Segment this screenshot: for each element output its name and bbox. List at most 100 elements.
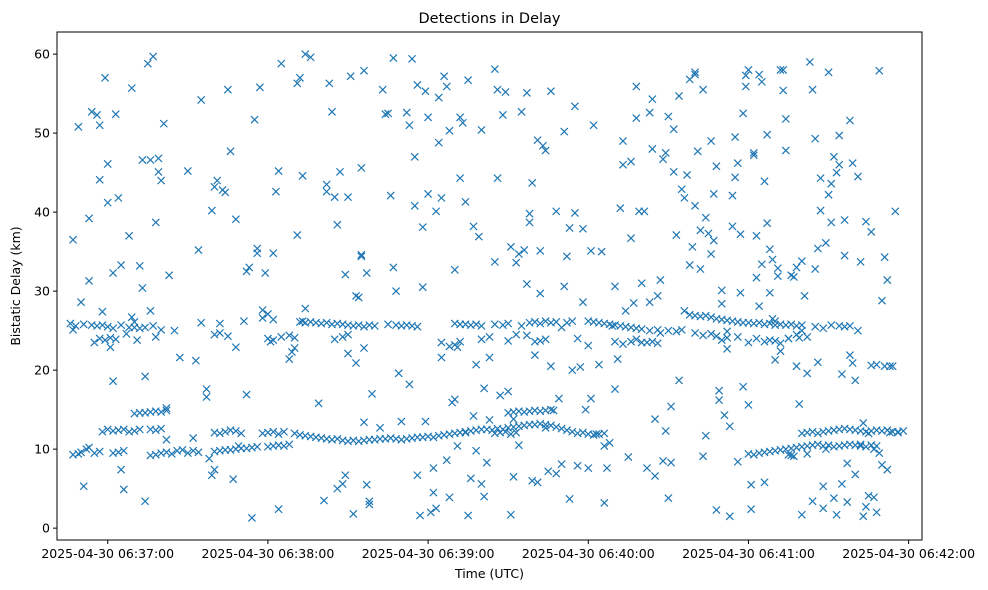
data-point <box>365 497 374 506</box>
data-point <box>175 353 184 362</box>
data-point <box>626 234 636 243</box>
data-point <box>138 155 147 165</box>
data-point <box>98 321 107 330</box>
data-point <box>269 249 278 258</box>
data-point <box>95 175 104 184</box>
data-point <box>197 95 206 104</box>
data-point <box>525 209 534 218</box>
data-point <box>696 226 705 235</box>
data-point <box>568 317 577 326</box>
data-point <box>162 435 171 444</box>
data-point <box>285 331 294 340</box>
points-layer <box>66 50 908 522</box>
data-point <box>330 335 339 344</box>
data-point <box>98 307 107 316</box>
data-point <box>779 86 788 95</box>
data-point <box>493 174 502 183</box>
data-point <box>813 358 822 367</box>
data-point <box>359 66 369 75</box>
data-point <box>651 415 660 424</box>
data-point <box>215 319 224 328</box>
data-point <box>651 471 660 481</box>
data-point <box>821 445 830 454</box>
data-point <box>223 85 232 94</box>
data-point <box>840 216 849 225</box>
data-point <box>85 214 94 223</box>
data-point <box>570 102 579 111</box>
data-point <box>736 230 745 239</box>
data-point <box>111 110 120 119</box>
data-point <box>626 337 636 346</box>
data-point <box>325 79 334 88</box>
data-point <box>490 257 499 266</box>
data-point <box>747 480 756 489</box>
data-point <box>824 68 833 77</box>
data-point <box>343 349 353 358</box>
data-point <box>608 321 617 330</box>
data-point <box>189 434 198 443</box>
data-point <box>154 154 163 163</box>
data-point <box>450 265 459 274</box>
data-point <box>800 291 809 300</box>
data-point <box>765 245 774 254</box>
data-point <box>645 108 654 117</box>
data-point <box>442 82 451 91</box>
data-point <box>504 387 513 396</box>
data-point <box>90 338 99 347</box>
data-point <box>258 313 267 323</box>
data-point <box>592 430 601 439</box>
data-point <box>749 450 758 459</box>
data-point <box>776 65 785 74</box>
data-point <box>135 261 144 270</box>
data-point <box>600 441 609 451</box>
data-point <box>829 494 838 503</box>
data-point <box>322 187 331 196</box>
data-point <box>456 337 465 346</box>
data-point <box>851 470 860 479</box>
data-point <box>891 207 900 216</box>
data-point <box>130 426 139 435</box>
data-point <box>466 474 475 483</box>
data-point <box>669 125 678 134</box>
data-point <box>712 332 721 341</box>
data-point <box>803 449 812 458</box>
data-point <box>170 326 179 335</box>
data-point <box>869 493 878 502</box>
data-point <box>618 137 628 146</box>
data-point <box>472 320 481 329</box>
data-point <box>440 72 449 81</box>
data-point <box>298 171 307 180</box>
data-point <box>234 441 243 451</box>
data-point <box>274 167 283 176</box>
data-point <box>677 185 686 194</box>
data-point <box>869 445 878 454</box>
data-point <box>183 167 192 176</box>
data-point <box>343 193 353 202</box>
data-point <box>808 85 817 94</box>
data-point <box>883 276 892 285</box>
data-point <box>597 247 606 256</box>
data-point <box>672 327 681 336</box>
data-point <box>803 369 812 378</box>
data-point <box>306 53 315 62</box>
data-point <box>322 318 331 327</box>
data-point <box>319 496 328 505</box>
data-point <box>530 351 539 360</box>
x-tick-label: 2025-04-30 06:42:00 <box>842 546 975 561</box>
data-point <box>509 472 518 481</box>
data-point <box>781 146 790 155</box>
data-point <box>805 57 814 67</box>
data-point <box>771 317 780 326</box>
data-point <box>813 429 822 438</box>
data-point <box>755 318 764 327</box>
data-point <box>613 355 622 364</box>
data-point <box>485 415 494 424</box>
data-point <box>552 469 561 478</box>
data-point <box>378 85 387 94</box>
data-point <box>632 82 641 91</box>
data-point <box>338 332 347 341</box>
data-point <box>418 283 427 292</box>
data-point <box>109 377 118 386</box>
data-point <box>215 429 224 438</box>
data-point <box>231 215 240 224</box>
